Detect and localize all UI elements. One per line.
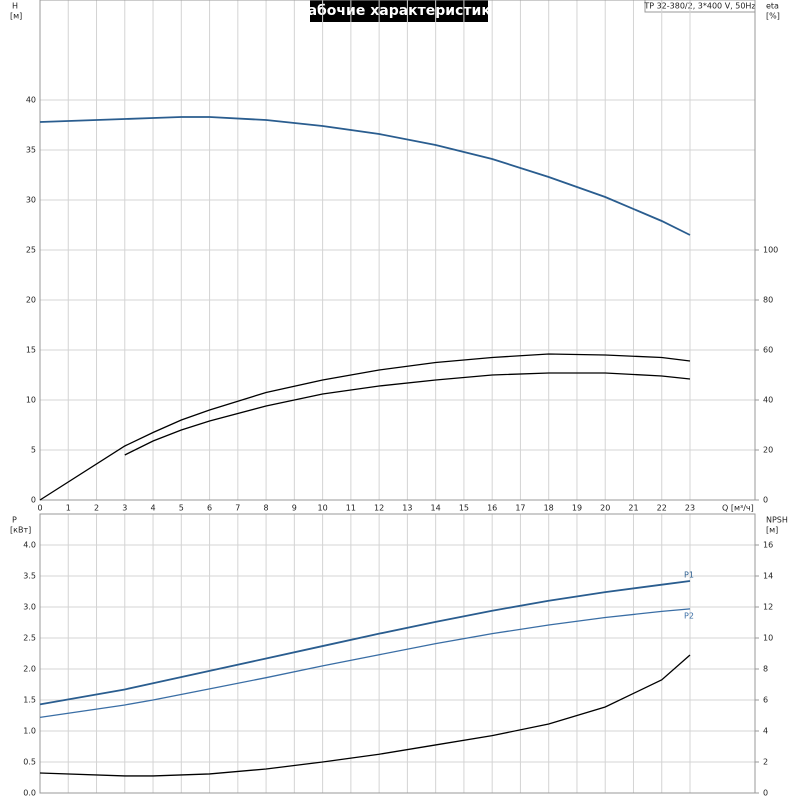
x-tick-label: 12 [374,504,384,513]
y2-axis-label: eta [766,2,779,11]
x-tick-label: 18 [544,504,554,513]
y2-tick-label: 80 [763,296,773,305]
x-tick-label: 16 [487,504,497,513]
y2-axis-unit: [%] [766,12,780,21]
plot-frame [39,0,756,501]
series-label: P1 [684,570,694,579]
x-tick-label: 10 [318,504,328,513]
title-box [310,0,488,22]
series-line [39,654,691,777]
x-tick-label: 5 [179,504,184,513]
x-tick-label: 14 [431,504,441,513]
x-tick-label: 22 [657,504,667,513]
x-tick-label: 6 [207,504,212,513]
x-tick-label: 3 [122,504,127,513]
y2-tick-label: 8 [763,665,768,674]
x-tick-label: 9 [292,504,297,513]
x-tick-label: 15 [459,504,469,513]
y2-tick-label: 6 [763,696,768,705]
y-tick-label: 2.5 [23,634,36,643]
y2-tick-label: 2 [763,758,768,767]
series-line [124,372,691,456]
y-axis-unit: [м] [10,12,22,21]
y-tick-label: 30 [26,196,36,205]
x-tick-label: 13 [402,504,412,513]
x-tick-label: 11 [346,504,356,513]
chart-subtitle: TP 32-380/2, 3*400 V, 50Hz [643,2,755,11]
y-tick-label: 3.5 [23,572,36,581]
y-tick-label: 40 [26,96,36,105]
x-tick-label: 23 [685,504,695,513]
y-tick-label: 35 [26,146,36,155]
y-tick-label: 5 [31,446,36,455]
x-tick-label: 7 [235,504,240,513]
y2-tick-label: 4 [763,727,768,736]
y-tick-label: 3.0 [23,603,36,612]
x-tick-label: 17 [515,504,525,513]
y2-tick-label: 100 [763,246,778,255]
plot-frame [39,513,756,794]
y-tick-label: 15 [26,346,36,355]
y2-tick-label: 40 [763,396,773,405]
series-line [39,608,691,719]
y-tick-label: 2.0 [23,665,36,674]
x-tick-label: 1 [66,504,71,513]
series-line [39,116,691,236]
y-tick-label: 1.0 [23,727,36,736]
series-line [39,580,691,706]
y-tick-label: 1.5 [23,696,36,705]
y-axis-label: H [12,2,18,11]
y-tick-label: 0 [31,496,36,505]
y2-tick-label: 12 [763,603,773,612]
y-axis-unit: [кВт] [10,526,31,535]
y-tick-label: 25 [26,246,36,255]
y-tick-label: 10 [26,396,36,405]
y-tick-label: 0.0 [23,789,36,798]
y2-axis-label: NPSH [766,516,788,525]
x-axis-label: Q [м³/ч] [722,504,754,513]
series-label: P2 [684,611,694,620]
y-tick-label: 0.5 [23,758,36,767]
x-tick-label: 2 [94,504,99,513]
chart-title: Рабочие характеристики [297,3,500,19]
y-tick-label: 20 [26,296,36,305]
x-tick-label: 20 [600,504,610,513]
y2-tick-label: 14 [763,572,773,581]
y-axis-label: P [12,516,17,525]
y2-tick-label: 16 [763,541,773,550]
x-tick-label: 21 [628,504,638,513]
y2-tick-label: 60 [763,346,773,355]
y-tick-label: 4.0 [23,541,36,550]
x-tick-label: 0 [37,504,42,513]
x-tick-label: 8 [264,504,269,513]
y2-tick-label: 20 [763,446,773,455]
x-tick-label: 4 [150,504,155,513]
y2-tick-label: 0 [763,789,768,798]
y2-tick-label: 0 [763,496,768,505]
series-line [39,353,691,501]
y2-tick-label: 10 [763,634,773,643]
y2-axis-unit: [м] [766,526,778,535]
x-tick-label: 19 [572,504,582,513]
